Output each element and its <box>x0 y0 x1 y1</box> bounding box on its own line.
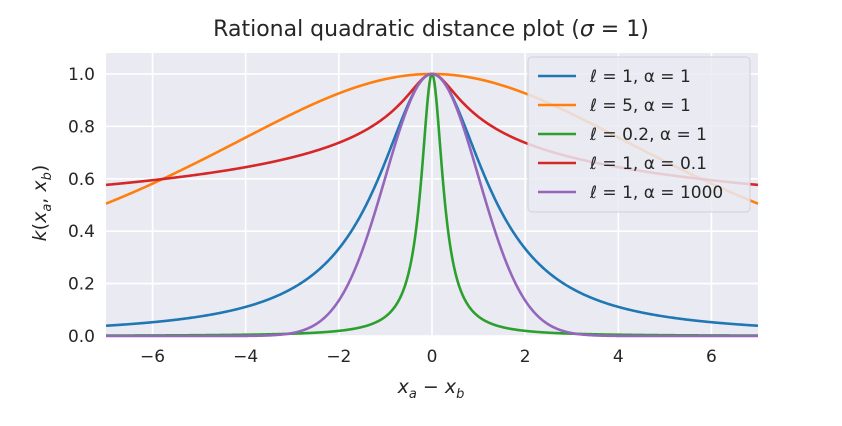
series-line-5 <box>105 72 759 338</box>
y-tick-label: 0.2 <box>68 275 95 295</box>
y-tick-label: 1.0 <box>68 65 95 85</box>
x-tick-label: −2 <box>326 347 351 367</box>
x-tick-label: 0 <box>427 347 438 367</box>
legend-label-3: ℓ = 0.2, α = 1 <box>589 125 707 145</box>
x-tick-label: 4 <box>613 347 624 367</box>
y-tick-label: 0.0 <box>68 327 95 347</box>
y-axis-label: k(xa, xb) <box>29 165 55 242</box>
chart-title: Rational quadratic distance plot (σ = 1) <box>213 17 649 42</box>
legend-label-2: ℓ = 5, α = 1 <box>589 96 691 116</box>
legend-label-5: ℓ = 1, α = 1000 <box>589 183 723 203</box>
y-tick-label: 0.6 <box>68 170 95 190</box>
legend-box <box>527 56 751 213</box>
x-tick-label: 2 <box>520 347 531 367</box>
x-axis-label: xa − xb <box>397 376 465 402</box>
x-tick-label: −6 <box>140 347 165 367</box>
x-tick-label: 6 <box>706 347 717 367</box>
legend-label-4: ℓ = 1, α = 0.1 <box>589 154 707 174</box>
x-tick-label: −4 <box>233 347 258 367</box>
y-tick-label: 0.4 <box>68 222 95 242</box>
legend-label-1: ℓ = 1, α = 1 <box>589 67 691 87</box>
y-tick-label: 0.8 <box>68 117 95 137</box>
